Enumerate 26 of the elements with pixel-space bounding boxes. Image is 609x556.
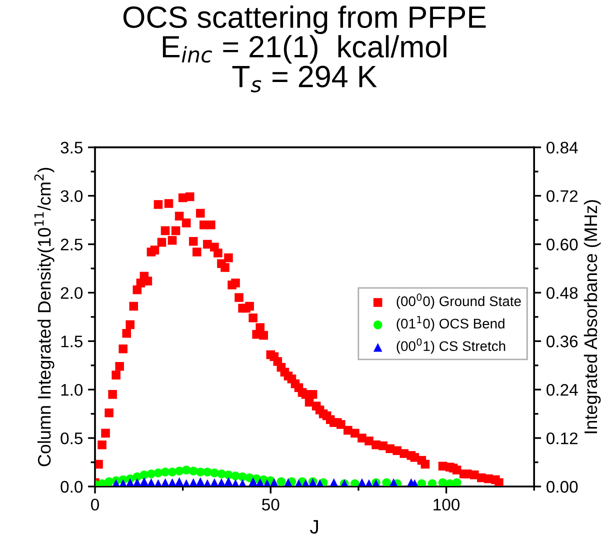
y2-tick-label: 0.00 <box>546 480 578 493</box>
y-tick-label: 0.0 <box>60 480 83 493</box>
y2-tick-label: 0.72 <box>546 190 578 202</box>
y-tick-label: 1.5 <box>61 336 82 348</box>
y-axis-title: Column Integrated Density(10$^{11}$/cm$^{2}$) <box>34 168 54 466</box>
y2-tick-label: 0.36 <box>546 336 578 348</box>
y-tick-label: 3.0 <box>60 190 83 202</box>
y-tick-label: 2.0 <box>60 287 83 299</box>
y-tick-label: 2.5 <box>60 238 82 250</box>
y2-axis-title: Integrated Absorbance (MHz) <box>584 200 601 434</box>
y2-tick-label: 0.84 <box>546 142 578 154</box>
legend-label: (00$^{0}$1) CS Stretch <box>396 338 506 354</box>
x-tick-label: 100 <box>434 498 460 511</box>
y-tick-label: 0.5 <box>60 432 82 444</box>
y2-tick-label: 0.60 <box>546 238 578 250</box>
y2-tick-label: 0.12 <box>546 432 578 444</box>
x-tick-label: 50 <box>262 498 280 511</box>
y-tick-label: 1.0 <box>61 384 83 396</box>
chart-title: OCS scattering from PFPE E$_{inc}$ = 21(1) kcal/mol T$_{s}$ = 294 K <box>123 6 486 92</box>
y-tick-label: 3.5 <box>60 142 82 154</box>
legend-label: (01$^{1}$0) OCS Bend <box>396 316 504 332</box>
y2-tick-label: 0.48 <box>546 287 578 299</box>
y2-tick-label: 0.24 <box>546 384 578 396</box>
legend-label: (00$^{0}$0) Ground State <box>396 293 521 309</box>
x-axis-title: J <box>310 520 318 534</box>
x-tick-label: 0 <box>91 498 99 511</box>
